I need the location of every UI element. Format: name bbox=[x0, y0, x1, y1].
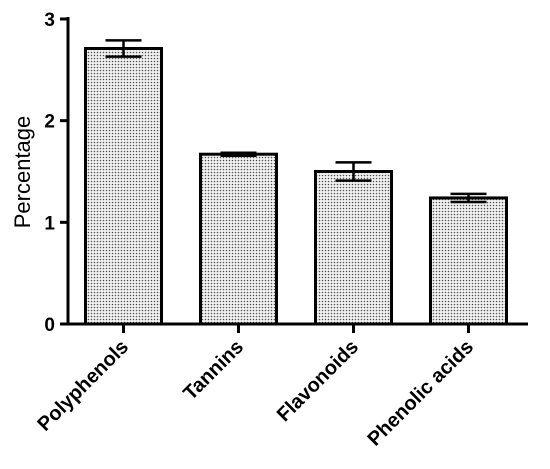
x-tick-label: Flavonoids bbox=[273, 336, 363, 426]
y-tick-label: 1 bbox=[44, 213, 55, 234]
x-tick-label: Polyphenols bbox=[33, 336, 133, 436]
x-tick-label: Phenolic acids bbox=[363, 336, 478, 451]
bar-tannins bbox=[199, 152, 278, 326]
y-tick-label: 2 bbox=[44, 112, 55, 133]
y-tick-label: 3 bbox=[44, 10, 55, 31]
bars bbox=[84, 39, 508, 326]
y-axis: 0 1 2 3 bbox=[44, 10, 70, 336]
x-axis: Polyphenols Tannins Flavonoids Phenolic aci… bbox=[33, 322, 528, 451]
bar-polyphenols bbox=[84, 46, 163, 326]
bar-flavonoids bbox=[314, 170, 393, 326]
bar-phenolic-acids bbox=[429, 196, 508, 326]
y-tick-label: 0 bbox=[44, 315, 55, 336]
x-tick-label: Tannins bbox=[179, 336, 248, 405]
y-axis-label: Percentage bbox=[10, 116, 35, 229]
